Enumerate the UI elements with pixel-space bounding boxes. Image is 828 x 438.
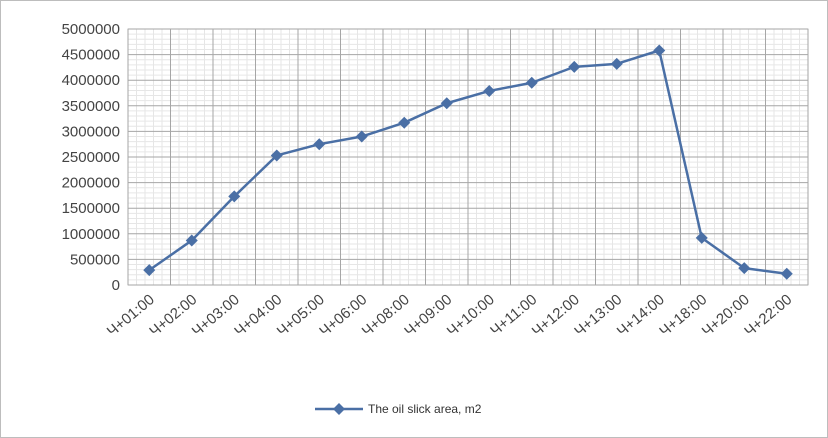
y-tick-label: 4500000 <box>62 47 120 64</box>
y-tick-label: 5000000 <box>62 21 120 38</box>
data-point-marker <box>228 190 241 203</box>
y-tick-label: 4000000 <box>62 72 120 89</box>
data-point-marker <box>270 149 283 162</box>
y-tick-label: 3000000 <box>62 123 120 140</box>
x-tick-label: Ч+09:00 <box>401 291 455 340</box>
y-axis-ticks: 0 500000 1000000 1500000 2000000 2500000 30000… <box>62 21 120 294</box>
y-tick-label: 1500000 <box>62 200 120 217</box>
x-tick-label: Ч+02:00 <box>146 291 200 340</box>
legend-label: The oil slick area, m2 <box>368 402 482 416</box>
y-tick-label: 3500000 <box>62 98 120 115</box>
x-tick-label: Ч+04:00 <box>231 291 285 340</box>
series-line <box>148 49 787 275</box>
x-tick-label: Ч+14:00 <box>614 291 668 340</box>
data-point-marker <box>143 264 156 277</box>
y-tick-label: 500000 <box>70 251 120 268</box>
data-point-marker <box>610 57 623 70</box>
y-tick-label: 2000000 <box>62 175 120 192</box>
data-point-marker <box>313 138 326 151</box>
data-point-marker <box>738 262 751 275</box>
legend-marker <box>333 403 345 415</box>
series-layer <box>143 44 793 280</box>
data-point-marker <box>483 84 496 97</box>
x-axis-ticks: Ч+01:00Ч+02:00Ч+03:00Ч+04:00Ч+05:00Ч+06:… <box>104 291 796 340</box>
x-tick-label: Ч+01:00 <box>104 291 158 340</box>
grid <box>127 28 809 286</box>
y-tick-label: 0 <box>112 277 120 294</box>
y-tick-label: 1000000 <box>62 226 120 243</box>
x-tick-label: Ч+20:00 <box>699 291 753 340</box>
legend: The oil slick area, m2 <box>315 402 482 416</box>
x-tick-label: Ч+03:00 <box>189 291 243 340</box>
x-tick-label: Ч+13:00 <box>571 291 625 340</box>
x-tick-label: Ч+08:00 <box>359 291 413 340</box>
data-point-marker <box>525 76 538 89</box>
data-point-marker <box>653 44 666 57</box>
x-tick-label: Ч+18:00 <box>656 291 710 340</box>
data-point-marker <box>780 267 793 280</box>
x-tick-label: Ч+22:00 <box>741 291 795 340</box>
data-point-marker <box>355 130 368 143</box>
data-point-marker <box>398 116 411 129</box>
x-tick-label: Ч+12:00 <box>529 291 583 340</box>
data-point-marker <box>695 231 708 244</box>
data-point-marker <box>440 97 453 110</box>
x-tick-label: Ч+05:00 <box>274 291 328 340</box>
x-tick-label: Ч+10:00 <box>444 291 498 340</box>
data-point-marker <box>568 60 581 73</box>
data-point-marker <box>185 234 198 247</box>
x-tick-label: Ч+06:00 <box>316 291 370 340</box>
y-tick-label: 2500000 <box>62 149 120 166</box>
